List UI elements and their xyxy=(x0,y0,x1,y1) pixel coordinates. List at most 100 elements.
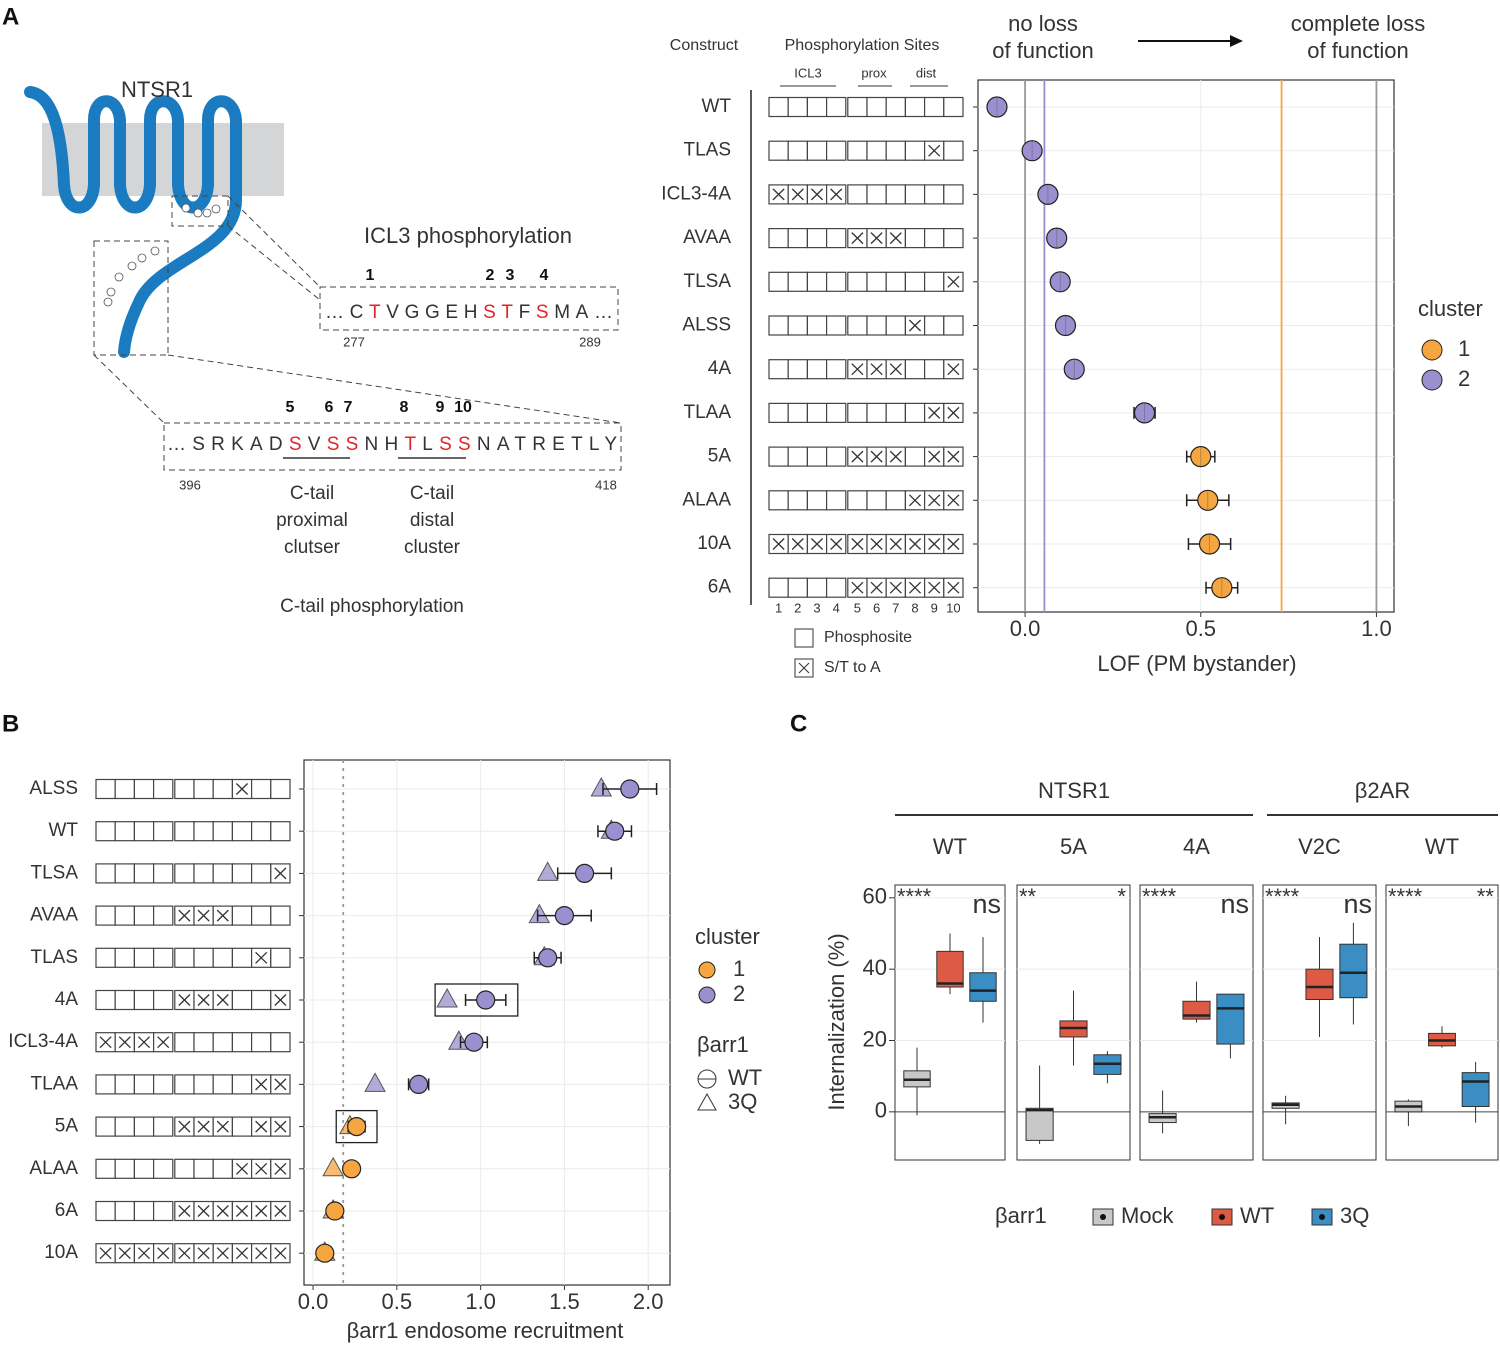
facet-label: WT xyxy=(1425,834,1459,859)
site-box xyxy=(193,947,214,968)
site-mutation xyxy=(810,188,824,201)
significance: ns xyxy=(1220,889,1249,919)
column-header: Construct xyxy=(670,37,739,54)
site-number: 10 xyxy=(946,600,960,615)
site-box xyxy=(251,863,272,884)
site-box xyxy=(153,1200,174,1222)
site-box xyxy=(133,1158,155,1179)
site-mutation xyxy=(255,1205,268,1217)
site-mutation xyxy=(157,1247,170,1260)
site-box xyxy=(943,96,964,118)
site-box xyxy=(133,1116,155,1137)
y-tick-label: ALAA xyxy=(682,489,731,510)
y-tick-label: 5A xyxy=(708,446,732,467)
site-mutation xyxy=(274,1120,287,1133)
legend-key xyxy=(1421,369,1443,391)
facet-label: V2C xyxy=(1298,834,1341,859)
residue: VGGEH xyxy=(386,302,477,323)
site-mutation xyxy=(870,581,883,594)
y-tick-label: 6A xyxy=(708,577,732,598)
site-mutation xyxy=(255,1162,268,1175)
point xyxy=(605,821,625,841)
site-box xyxy=(114,905,135,926)
legend-key xyxy=(698,986,716,1004)
site-box xyxy=(231,1032,253,1053)
site-box xyxy=(787,402,809,423)
x-tick-label: 0.0 xyxy=(1010,616,1041,641)
cluster-label: C-tail xyxy=(290,483,334,504)
site-mutation xyxy=(216,1247,229,1260)
site-box xyxy=(923,359,945,380)
site-box xyxy=(95,778,116,800)
legend-key xyxy=(698,961,716,979)
site-mutation xyxy=(197,1247,210,1260)
site-box xyxy=(847,140,868,161)
site-mutation xyxy=(216,909,229,922)
site-box xyxy=(95,1074,116,1095)
site-box xyxy=(768,315,789,336)
site-mutation xyxy=(157,1036,170,1049)
site-mutation xyxy=(947,406,960,419)
site-number: 3 xyxy=(813,600,820,615)
site-box xyxy=(847,271,868,292)
site-mutation xyxy=(851,450,864,463)
site-box xyxy=(153,905,174,926)
site-mutation xyxy=(255,1120,268,1133)
icl3-sequence: …C T VGGEH ST F S MA… xyxy=(325,302,613,323)
site-mutation xyxy=(791,538,804,550)
site-number: 8 xyxy=(911,600,918,615)
site-box xyxy=(866,315,887,336)
box xyxy=(936,950,964,988)
zoom-boxes xyxy=(93,195,622,471)
x-tick-label: 1.0 xyxy=(465,1289,496,1314)
site-box xyxy=(923,228,945,249)
site-box xyxy=(866,184,887,205)
site-number: 1 xyxy=(366,267,375,284)
point xyxy=(464,1032,484,1052)
site-box xyxy=(866,490,887,511)
site-mutation xyxy=(178,1247,191,1260)
point xyxy=(620,779,640,799)
site-box xyxy=(847,315,868,336)
site-box xyxy=(787,577,809,598)
x-axis-title: LOF (PM bystander) xyxy=(1097,651,1296,676)
site-box xyxy=(866,96,887,118)
significance: * xyxy=(1117,884,1126,909)
site-box xyxy=(904,228,926,249)
site-box xyxy=(133,821,155,842)
site-box xyxy=(153,778,174,800)
site-box xyxy=(174,778,195,800)
site-box xyxy=(825,490,847,511)
legend-label: 3Q xyxy=(1340,1203,1369,1228)
y-tick-label: AVAA xyxy=(683,227,731,248)
site-box xyxy=(787,446,809,467)
y-tick-label: ICL3-4A xyxy=(661,183,731,204)
site-box xyxy=(95,863,116,884)
column-header: Phosphorylation Sites xyxy=(785,37,940,54)
site-box xyxy=(787,96,809,118)
site-box xyxy=(847,490,868,511)
site-box xyxy=(95,821,116,842)
box xyxy=(1025,1107,1054,1141)
box xyxy=(1305,968,1334,1000)
y-tick-label: 20 xyxy=(863,1026,887,1051)
site-mutation xyxy=(947,363,960,376)
membrane xyxy=(42,123,284,196)
site-box xyxy=(768,96,789,118)
receptor xyxy=(24,86,242,358)
site-box xyxy=(768,228,789,249)
site-mutation xyxy=(928,406,941,419)
site-box xyxy=(825,446,847,467)
site-box xyxy=(251,989,272,1011)
site-box xyxy=(885,96,907,118)
legend-key xyxy=(1319,1214,1325,1220)
residue-number: 277 xyxy=(343,334,365,349)
highlight-box xyxy=(434,983,519,1017)
site-number: 4 xyxy=(540,267,549,284)
site-mutation xyxy=(99,1036,112,1049)
residue: …SRKAD xyxy=(167,434,283,455)
site-box xyxy=(114,863,135,884)
site-box xyxy=(885,271,907,292)
site-box xyxy=(95,1158,116,1179)
